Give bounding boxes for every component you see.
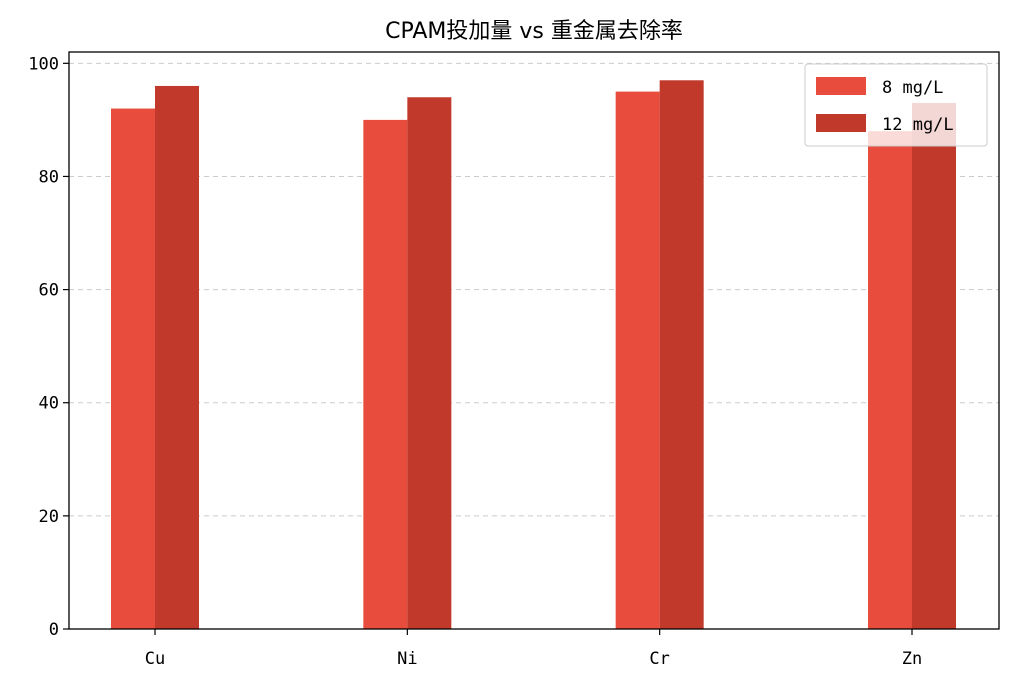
y-tick-label: 100 — [28, 54, 59, 74]
bar-ni-series-1 — [363, 119, 408, 629]
bar-zn-series-1 — [868, 131, 912, 629]
legend-swatch — [816, 114, 866, 132]
legend-swatch — [816, 77, 866, 95]
y-tick-label: 60 — [39, 281, 59, 301]
y-tick-label: 20 — [39, 507, 59, 527]
chart-title: CPAM投加量 vs 重金属去除率 — [385, 19, 683, 44]
x-axis-ticks: Cu Ni Cr Zn — [145, 629, 922, 669]
x-tick-label: Cu — [145, 649, 165, 669]
legend: 8 mg/L 12 mg/L — [804, 63, 988, 147]
bar-ni-series-2 — [407, 97, 452, 630]
x-tick-label: Zn — [902, 649, 922, 669]
plot-frame — [68, 51, 1000, 630]
bar-cu-series-1 — [111, 108, 155, 630]
bar-zn-series-2 — [912, 102, 956, 630]
bars — [111, 80, 956, 630]
bar-cu-series-2 — [155, 85, 199, 630]
x-tick-label: Cr — [649, 649, 669, 669]
bar-cr-series-2 — [659, 80, 704, 630]
legend-label: 12 mg/L — [882, 115, 954, 135]
x-tick-label: Ni — [397, 649, 417, 669]
y-tick-label: 0 — [49, 620, 59, 640]
y-tick-label: 80 — [39, 167, 59, 187]
legend-label: 8 mg/L — [882, 78, 943, 98]
y-tick-label: 40 — [39, 394, 59, 414]
bar-cr-series-1 — [615, 91, 660, 630]
grid-lines — [69, 62, 999, 630]
y-axis-ticks: 0 20 40 60 80 100 — [28, 54, 69, 640]
